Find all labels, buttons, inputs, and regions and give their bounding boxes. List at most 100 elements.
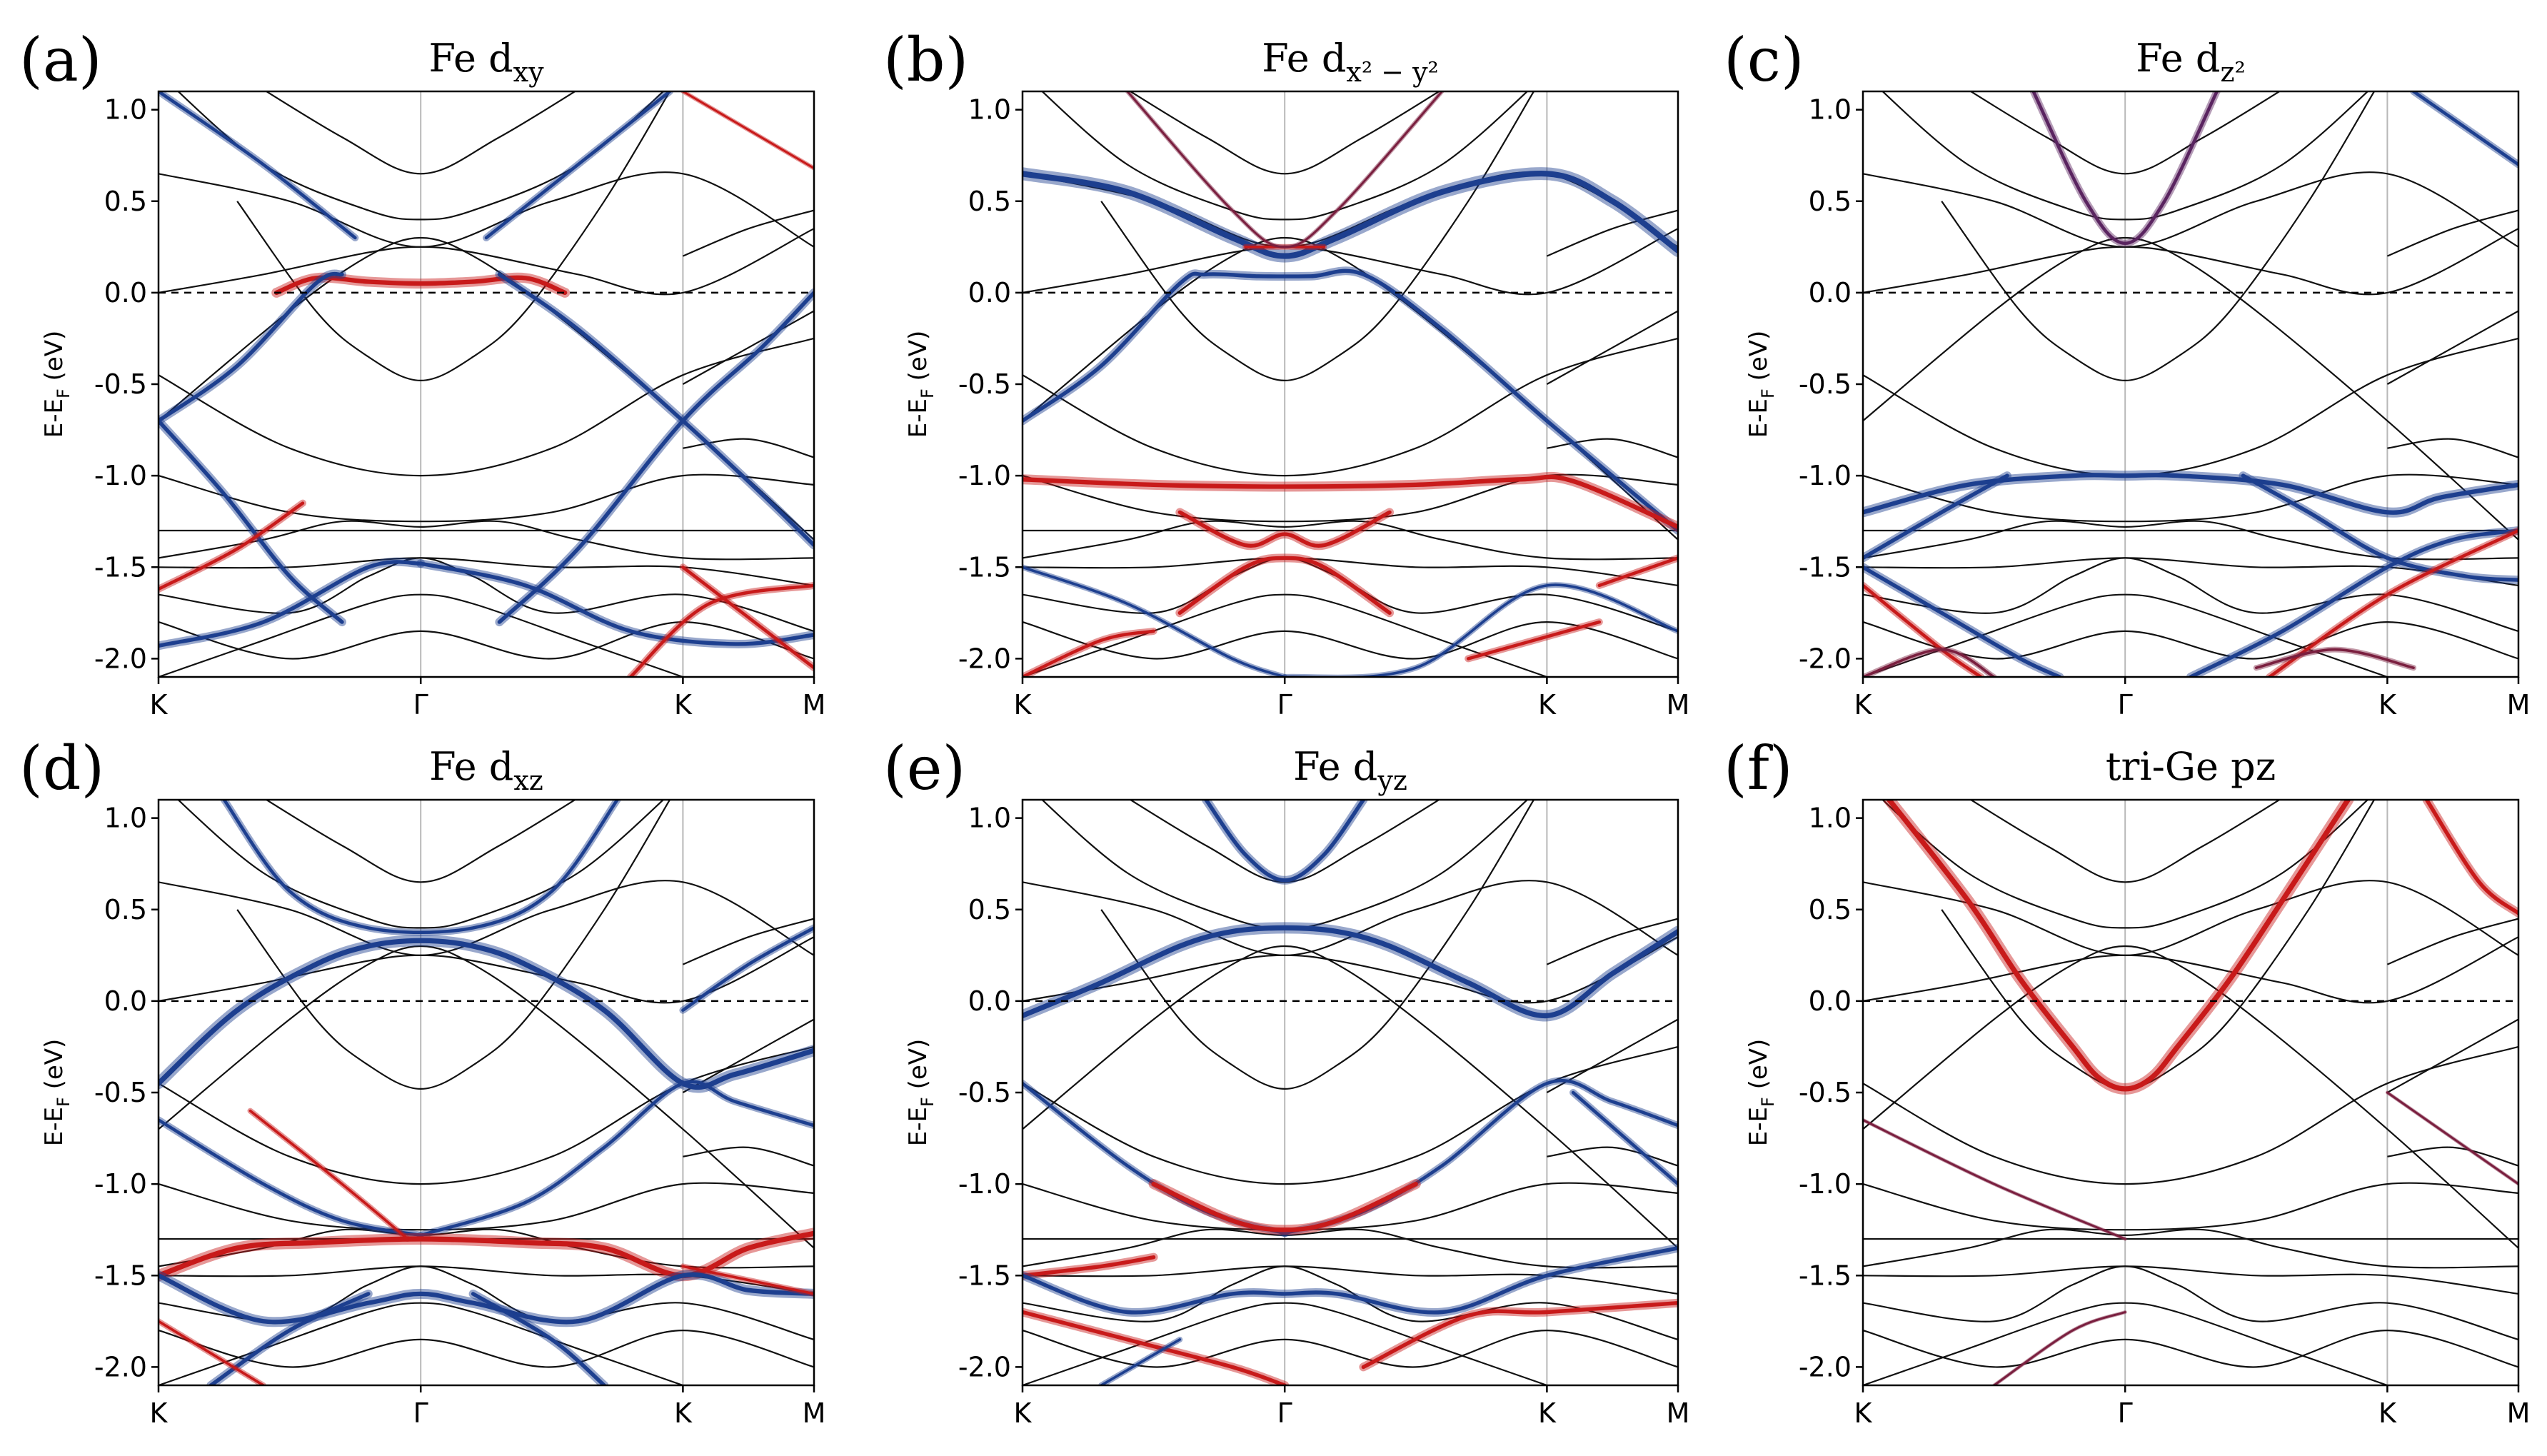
ylabel-main: E-E bbox=[40, 398, 69, 438]
y-tick-label: -1.0 bbox=[958, 1168, 1011, 1200]
y-tick-label: 0.5 bbox=[104, 186, 147, 217]
orbital-weight-band bbox=[1863, 648, 1996, 677]
title-main: Fe d bbox=[1262, 36, 1346, 81]
bands bbox=[1023, 91, 1678, 677]
y-tick-label: -1.5 bbox=[958, 1260, 1011, 1291]
ylabel-main: E-E bbox=[904, 1107, 933, 1146]
band-line bbox=[1023, 1182, 1678, 1231]
orbital-weight-halo bbox=[495, 270, 814, 550]
band-line bbox=[1023, 621, 1678, 660]
band-line bbox=[1546, 209, 1678, 257]
orbital-weight-halo bbox=[468, 1289, 609, 1385]
panel-title: Fe dxy bbox=[428, 36, 544, 88]
band-line bbox=[1547, 438, 1678, 458]
x-tick-label: M bbox=[2507, 1397, 2531, 1429]
orbital-weight-halo bbox=[1023, 1243, 1678, 1317]
band-line bbox=[159, 557, 814, 586]
orbital-weight-band bbox=[2255, 648, 2415, 669]
band-line bbox=[265, 91, 577, 175]
ylabel-sub: F bbox=[54, 1097, 74, 1107]
y-tick-label: 0.0 bbox=[968, 277, 1011, 308]
band-line bbox=[1023, 557, 1678, 586]
y-tick-label: -2.0 bbox=[958, 1351, 1011, 1382]
orbital-weight-band bbox=[1863, 583, 1983, 677]
y-tick-label: 1.0 bbox=[968, 94, 1011, 126]
band-line bbox=[159, 1329, 814, 1368]
y-tick-label: -2.0 bbox=[94, 1351, 147, 1382]
x-tick-label: M bbox=[803, 1397, 826, 1429]
axes-frame bbox=[1862, 90, 2520, 678]
y-tick-label: 0.5 bbox=[1809, 894, 1852, 925]
y-tick-label: -1.0 bbox=[1799, 1168, 1852, 1200]
orbital-weight-band bbox=[159, 418, 344, 624]
orbital-weight-band bbox=[159, 501, 305, 591]
y-tick-label: -0.5 bbox=[958, 368, 1011, 400]
bands bbox=[1863, 91, 2518, 677]
y-tick-label: 0.0 bbox=[104, 277, 147, 308]
band-line bbox=[1023, 1302, 1547, 1385]
orbital-weight-band bbox=[1466, 620, 1602, 661]
orbital-weight-band bbox=[1863, 565, 2062, 677]
y-tick-label: -1.5 bbox=[94, 1260, 147, 1291]
y-tick-label: 1.0 bbox=[1809, 803, 1852, 834]
band-line bbox=[1023, 1265, 1678, 1295]
orbital-weight-band bbox=[1023, 1310, 1287, 1385]
band-line bbox=[1546, 918, 1678, 965]
band-line bbox=[1023, 1265, 1678, 1340]
orbital-weight-band bbox=[681, 1265, 814, 1295]
y-tick-label: -1.0 bbox=[1799, 460, 1852, 491]
orbital-weight-band bbox=[1863, 473, 2009, 561]
orbital-weight-halo bbox=[1282, 582, 1678, 677]
orbital-weight-band bbox=[2411, 91, 2518, 166]
title-main: Fe d bbox=[428, 36, 513, 81]
x-tick-label: M bbox=[1667, 1397, 1690, 1429]
panel-title: Fe dyz bbox=[1293, 744, 1407, 796]
bands bbox=[159, 91, 814, 677]
band-line bbox=[1023, 520, 1678, 561]
orbital-weight-band bbox=[1571, 1090, 1678, 1186]
band-line bbox=[159, 880, 814, 956]
orbital-weight-band bbox=[1863, 1118, 2126, 1240]
x-tick-label: K bbox=[1854, 689, 1873, 721]
ylabel-main: E-E bbox=[1744, 1107, 1773, 1146]
band-line bbox=[1040, 91, 1529, 221]
orbital-weight-band bbox=[2241, 473, 2518, 582]
orbital-weight-band bbox=[1023, 171, 1678, 259]
panel-label: (d) bbox=[19, 733, 104, 803]
band-line bbox=[1863, 621, 2518, 660]
orbital-weight-band bbox=[248, 1109, 409, 1240]
orbital-weight-band bbox=[1023, 566, 1286, 677]
y-tick-label: -1.0 bbox=[958, 460, 1011, 491]
orbital-weight-band bbox=[2031, 91, 2219, 245]
band-line bbox=[159, 621, 814, 660]
ylabel-unit: (eV) bbox=[40, 331, 69, 389]
y-tick-label: -1.5 bbox=[94, 551, 147, 583]
panel-label: (e) bbox=[883, 733, 965, 803]
panel-c: (c) Fe dz² E-EF (eV) 1.0 0.5 0.0 -0.5 -1.0 -1.5 -… bbox=[1724, 25, 2530, 721]
panel-f: (f) tri-Ge pz E-EF (eV) 1.0 0.5 0.0 -0.5 -1.0 -1… bbox=[1724, 733, 2530, 1429]
x-tick-label: Γ bbox=[413, 1397, 428, 1429]
x-tick-label: Γ bbox=[1277, 1397, 1292, 1429]
band-line bbox=[159, 171, 814, 248]
ylabel-unit: (eV) bbox=[904, 1039, 933, 1098]
orbital-weight-band bbox=[274, 275, 568, 296]
orbital-weight-band bbox=[159, 1272, 814, 1325]
x-tick-label: K bbox=[674, 689, 693, 721]
band-line bbox=[159, 1045, 814, 1185]
y-tick-label: -0.5 bbox=[94, 1077, 147, 1108]
band-line bbox=[1863, 1182, 2518, 1231]
band-line bbox=[159, 945, 814, 1249]
y-tick-label: 0.0 bbox=[1809, 985, 1852, 1017]
band-line bbox=[159, 337, 814, 477]
y-axis-label: E-EF (eV) bbox=[40, 331, 74, 438]
y-tick-label: -1.5 bbox=[1799, 551, 1852, 583]
band-line bbox=[1881, 91, 2369, 221]
y-tick-label: 0.0 bbox=[968, 985, 1011, 1017]
orbital-weight-band bbox=[681, 566, 814, 670]
band-line bbox=[1863, 1265, 2518, 1340]
band-line bbox=[1863, 171, 2518, 248]
band-line bbox=[159, 1182, 814, 1231]
band-line bbox=[1023, 473, 1678, 523]
title-subscript: z² bbox=[2220, 56, 2245, 88]
